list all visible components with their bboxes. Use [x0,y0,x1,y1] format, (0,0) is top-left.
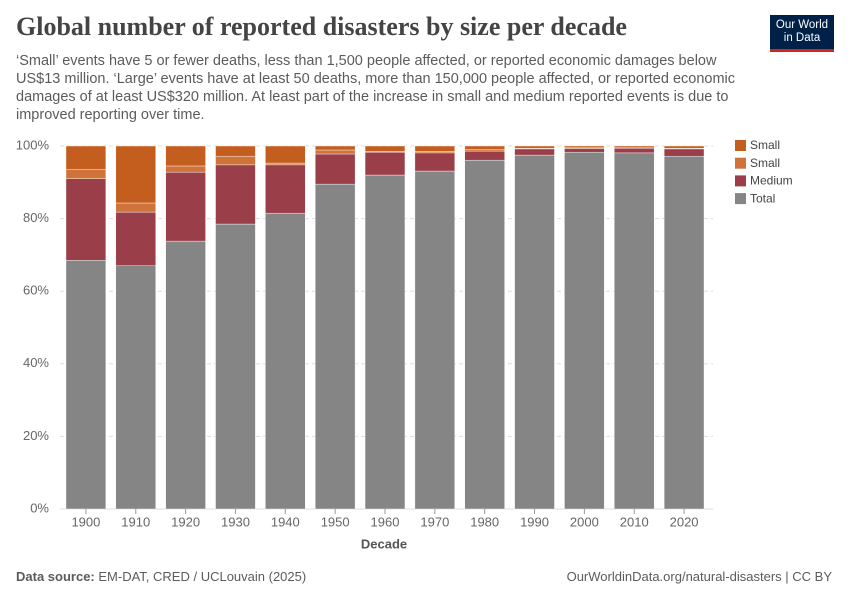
bar-segment [215,145,256,157]
x-tick-label: 1990 [520,514,549,529]
bar-segment [165,165,206,173]
bar-segment [514,154,555,510]
bar-segment [115,265,156,510]
bar-segment [115,202,156,213]
source-label: Data source: [16,569,95,584]
x-tick-label: 1950 [321,514,350,529]
bar-segment [614,152,655,510]
legend-label: Small [750,138,780,152]
bar-segment [65,169,107,179]
bar-segment [464,145,505,150]
bar-segment [115,211,156,266]
legend-swatch [735,140,746,151]
bar-segment [364,151,406,176]
bar-segment [464,149,505,152]
bar-segment [265,145,306,164]
y-tick-label: 40% [23,355,49,370]
bar-segment [315,153,356,185]
bar-segment [65,260,107,510]
bar-segment [514,145,555,149]
y-tick-label: 80% [23,210,49,225]
logo-line: Our World [775,19,829,31]
bar-segment [564,151,605,510]
bar-segment [414,145,455,152]
bar-segment [564,148,605,153]
logo[interactable]: Our World in Data [770,15,834,52]
bar-segment [514,148,555,156]
footer-url[interactable]: OurWorldinData.org/natural-disasters | C… [566,569,832,584]
x-tick-label: 1940 [271,514,300,529]
x-axis-label: Decade [361,536,407,551]
bar-segment [165,171,206,242]
bar-segment [564,145,605,149]
x-tick-label: 1920 [171,514,200,529]
bar-segment [364,174,406,510]
bar-segment [215,164,256,225]
bar-segment [663,148,705,157]
legend-label: Small [750,156,780,170]
bar-segment [364,145,406,152]
bar-segment [315,149,356,155]
bar-segment [315,145,356,151]
logo-line: in Data [783,32,821,44]
bar-segment [663,145,705,149]
bar-segment [215,223,256,510]
bar-segment [614,145,655,149]
title: Global number of reported disasters by s… [16,12,627,41]
bar-segment [414,151,455,154]
bar-segment [265,162,306,166]
bar-segment [265,212,306,510]
x-tick-label: 1910 [121,514,150,529]
bar-segment [464,150,505,161]
legend-swatch [735,157,746,169]
bar-segment [165,145,206,167]
bar-segment [215,155,256,166]
bar-segment [65,178,107,261]
y-tick-label: 60% [23,283,49,298]
bar-segment [414,152,455,172]
x-tick-label: 2000 [570,514,599,529]
bar-segment [265,164,306,214]
bar-segment [315,183,356,510]
legend-swatch [735,175,746,187]
legend-label: Medium [750,174,793,188]
x-tick-label: 1970 [420,514,449,529]
bar-segment [115,145,156,204]
bar-segment [464,159,505,510]
x-tick-label: 1960 [371,514,400,529]
source: Data source: EM-DAT, CRED / UCLouvain (2… [16,569,306,584]
subtitle: ‘Small’ events have 5 or fewer deaths, l… [16,53,736,123]
legend-swatch [735,193,746,205]
x-tick-label: 2010 [620,514,649,529]
bar-segment [614,147,655,154]
bar-segment [414,170,455,510]
legend-label: Total [750,191,775,205]
bar-segment [663,155,705,510]
y-tick-label: 100% [16,137,50,152]
x-tick-label: 1980 [470,514,499,529]
x-tick-label: 1900 [71,514,100,529]
bar-segment [165,240,206,510]
y-tick-label: 20% [23,428,49,443]
x-tick-label: 1930 [221,514,250,529]
bar-segment [65,145,107,170]
source-text: EM-DAT, CRED / UCLouvain (2025) [98,569,307,584]
y-tick-label: 0% [30,500,49,515]
x-tick-label: 2020 [670,514,699,529]
